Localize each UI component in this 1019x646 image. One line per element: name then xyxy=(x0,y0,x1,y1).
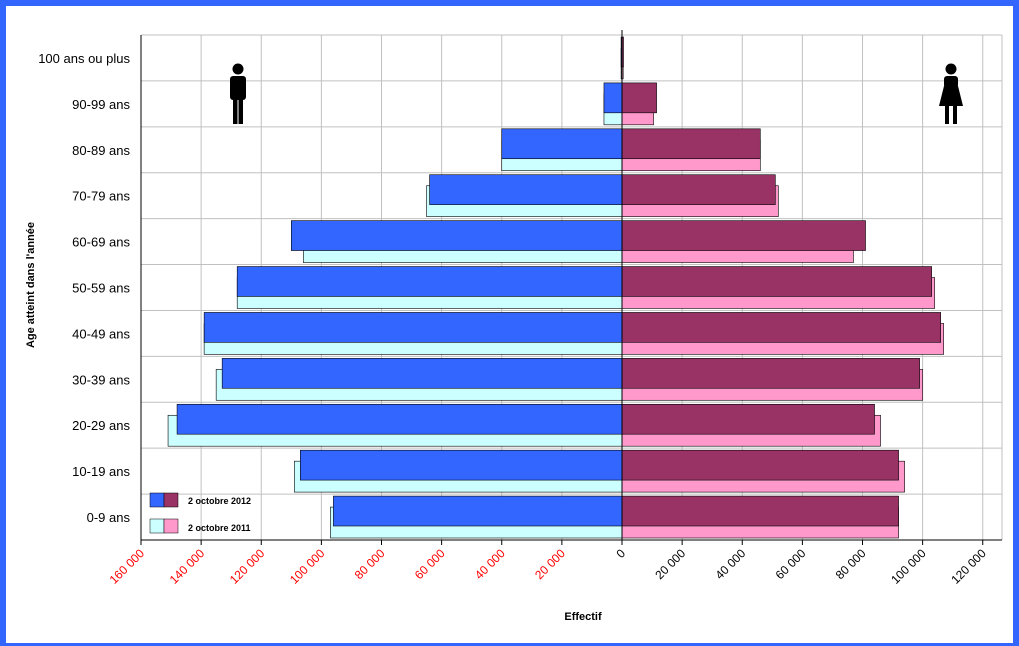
bar-female-2012 xyxy=(621,266,932,297)
x-tick-label: 160 000 xyxy=(107,546,148,587)
x-tick-label: 80 000 xyxy=(352,546,388,582)
x-tick-label: 60 000 xyxy=(773,546,809,582)
bar-male-2012 xyxy=(176,403,623,435)
frame-bottom-border xyxy=(0,643,1019,646)
category-label: 20-29 ans xyxy=(72,418,130,433)
category-label: 30-39 ans xyxy=(72,372,130,387)
bar-female-2012 xyxy=(621,495,899,527)
x-tick-labels: 160 000 140 000 120 000 100 000 80 000 60 000… xyxy=(107,546,990,587)
frame-left-border xyxy=(0,0,6,646)
male-icon xyxy=(230,63,246,124)
x-tick-label: 80 000 xyxy=(833,546,869,582)
bar-male-2012 xyxy=(236,266,623,297)
bar-female-2012 xyxy=(621,82,657,114)
category-label: 40-49 ans xyxy=(72,326,130,341)
bar-female-2012 xyxy=(621,449,899,481)
bar-male-2012 xyxy=(429,174,623,205)
bar-male-2012 xyxy=(501,128,623,160)
bars xyxy=(167,36,944,539)
bar-male-2012 xyxy=(291,220,623,251)
x-tick-label: 100 000 xyxy=(287,546,328,587)
category-label: 10-19 ans xyxy=(72,464,130,479)
x-tick-label: 60 000 xyxy=(412,546,448,582)
x-tick-label: 20 000 xyxy=(532,546,568,582)
bar-male-2012 xyxy=(300,449,623,481)
x-tick-label: 120 000 xyxy=(948,546,989,587)
category-label: 50-59 ans xyxy=(72,281,130,296)
bar-male-2012 xyxy=(603,82,623,114)
category-label: 80-89 ans xyxy=(72,143,130,158)
bar-male-2012 xyxy=(221,358,623,389)
legend-label-2012: 2 octobre 2012 xyxy=(188,496,251,506)
bar-male-2012 xyxy=(333,495,623,527)
x-tick-label: 40 000 xyxy=(713,546,749,582)
legend-label-2011: 2 octobre 2011 xyxy=(188,523,251,533)
x-tick-label: 140 000 xyxy=(167,546,208,587)
category-label: 60-69 ans xyxy=(72,235,130,250)
category-label: 0-9 ans xyxy=(87,510,131,525)
legend-swatch-2012-purple xyxy=(163,492,179,508)
category-label: 90-99 ans xyxy=(72,97,130,112)
x-axis-label: Effectif xyxy=(564,611,602,623)
legend-swatch-2012-blue xyxy=(149,492,165,508)
legend-swatch-2011-pink xyxy=(163,518,179,534)
axes xyxy=(140,30,1002,545)
x-tick-label: 120 000 xyxy=(227,546,268,587)
category-label: 100 ans ou plus xyxy=(38,51,130,66)
bar-female-2012 xyxy=(621,174,776,205)
x-tick-label: 20 000 xyxy=(652,546,688,582)
category-labels: 0-9 ans 10-19 ans 20-29 ans 30-39 ans 40-49 … xyxy=(38,51,130,525)
frame-right-border xyxy=(1013,0,1019,646)
bar-female-2012 xyxy=(621,128,761,160)
bar-female-2012 xyxy=(621,312,941,343)
female-icon xyxy=(939,63,963,124)
x-tick-label: 100 000 xyxy=(888,546,929,587)
bar-female-2012 xyxy=(621,403,875,435)
category-label: 70-79 ans xyxy=(72,189,130,204)
bar-male-2012 xyxy=(203,312,623,343)
bar-female-2012 xyxy=(621,220,866,251)
x-tick-label: 0 xyxy=(613,546,628,561)
y-axis-label: Age atteint dans l'année xyxy=(25,222,37,348)
legend: 2 octobre 2012 2 octobre 2011 xyxy=(149,492,251,534)
bar-female-2012 xyxy=(621,358,920,389)
x-tick-label: 40 000 xyxy=(472,546,508,582)
legend-swatch-2011-cyan xyxy=(149,518,165,534)
frame-top-border xyxy=(0,0,1019,6)
